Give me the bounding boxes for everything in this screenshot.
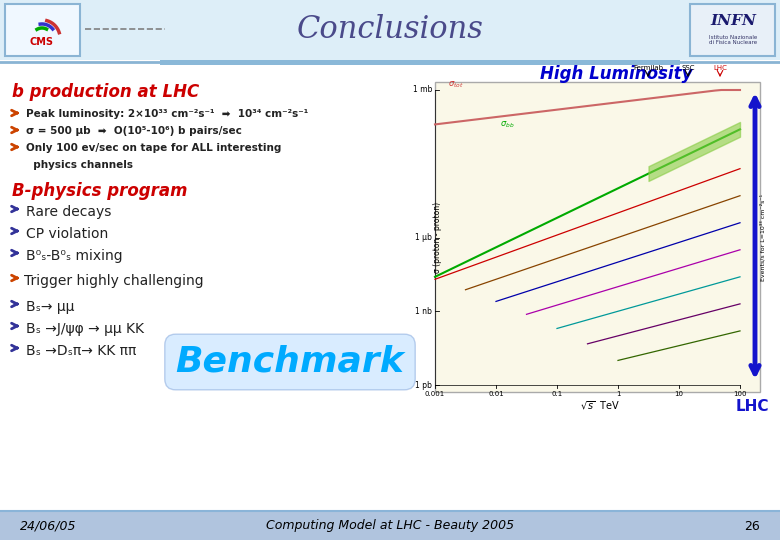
Text: 0.01: 0.01 bbox=[488, 391, 504, 397]
FancyBboxPatch shape bbox=[0, 0, 780, 60]
Text: 1 μb: 1 μb bbox=[415, 233, 432, 242]
Text: 0.1: 0.1 bbox=[551, 391, 562, 397]
Text: Trigger highly challenging: Trigger highly challenging bbox=[24, 274, 204, 288]
Text: LHC: LHC bbox=[713, 65, 727, 71]
Text: 1 mb: 1 mb bbox=[413, 85, 432, 94]
Text: physics channels: physics channels bbox=[26, 160, 133, 170]
Text: 0.001: 0.001 bbox=[425, 391, 445, 397]
Text: Istituto Nazionale
di Fisica Nucleare: Istituto Nazionale di Fisica Nucleare bbox=[709, 35, 757, 45]
Text: $\sqrt{s}$  TeV: $\sqrt{s}$ TeV bbox=[580, 399, 620, 411]
Text: σ = 500 μb  ➡  O(10⁵-10⁶) b pairs/sec: σ = 500 μb ➡ O(10⁵-10⁶) b pairs/sec bbox=[26, 126, 242, 136]
FancyBboxPatch shape bbox=[690, 4, 775, 56]
Text: 100: 100 bbox=[733, 391, 746, 397]
Text: INFN: INFN bbox=[710, 14, 756, 28]
FancyBboxPatch shape bbox=[160, 60, 680, 65]
Text: Computing Model at LHC - Beauty 2005: Computing Model at LHC - Beauty 2005 bbox=[266, 519, 514, 532]
Text: Rare decays: Rare decays bbox=[26, 205, 112, 219]
FancyBboxPatch shape bbox=[0, 512, 780, 540]
Text: b production at LHC: b production at LHC bbox=[12, 83, 199, 101]
Text: SSC: SSC bbox=[681, 65, 695, 71]
Text: $\sigma_{bb}$: $\sigma_{bb}$ bbox=[500, 120, 515, 130]
Text: Peak luminosity: 2×10³³ cm⁻²s⁻¹  ➡  10³⁴ cm⁻²s⁻¹: Peak luminosity: 2×10³³ cm⁻²s⁻¹ ➡ 10³⁴ c… bbox=[26, 109, 308, 119]
Text: 10: 10 bbox=[675, 391, 683, 397]
Text: 1 nb: 1 nb bbox=[415, 307, 432, 316]
Text: B-physics program: B-physics program bbox=[12, 182, 187, 200]
Text: σ (proton - proton): σ (proton - proton) bbox=[434, 202, 442, 273]
Text: CP violation: CP violation bbox=[26, 227, 108, 241]
Text: $\sigma_{tot}$: $\sigma_{tot}$ bbox=[448, 80, 463, 90]
Text: Conclusions: Conclusions bbox=[296, 15, 484, 45]
Text: B⁰ₛ-B⁰ₛ mixing: B⁰ₛ-B⁰ₛ mixing bbox=[26, 249, 122, 263]
Text: Bₛ→ μμ: Bₛ→ μμ bbox=[26, 300, 74, 314]
Text: 24/06/05: 24/06/05 bbox=[20, 519, 76, 532]
Text: Bₛ →J/ψφ → μμ KK: Bₛ →J/ψφ → μμ KK bbox=[26, 322, 144, 336]
Text: Events/s for L=10³³ cm⁻²s⁻¹: Events/s for L=10³³ cm⁻²s⁻¹ bbox=[760, 194, 766, 281]
Text: 1 pb: 1 pb bbox=[415, 381, 432, 389]
Text: 26: 26 bbox=[744, 519, 760, 532]
Text: Bₛ →Dₛπ→ KK ππ: Bₛ →Dₛπ→ KK ππ bbox=[26, 344, 136, 358]
Text: 1: 1 bbox=[615, 391, 620, 397]
Text: High Luminosity: High Luminosity bbox=[540, 65, 693, 83]
Text: Only 100 ev/sec on tape for ALL interesting: Only 100 ev/sec on tape for ALL interest… bbox=[26, 143, 282, 153]
Text: Benchmark: Benchmark bbox=[176, 345, 404, 379]
Text: CMS: CMS bbox=[30, 37, 54, 47]
Text: LHC: LHC bbox=[736, 399, 769, 414]
Text: Fermilab: Fermilab bbox=[633, 65, 663, 71]
FancyBboxPatch shape bbox=[5, 4, 80, 56]
FancyBboxPatch shape bbox=[435, 82, 760, 392]
